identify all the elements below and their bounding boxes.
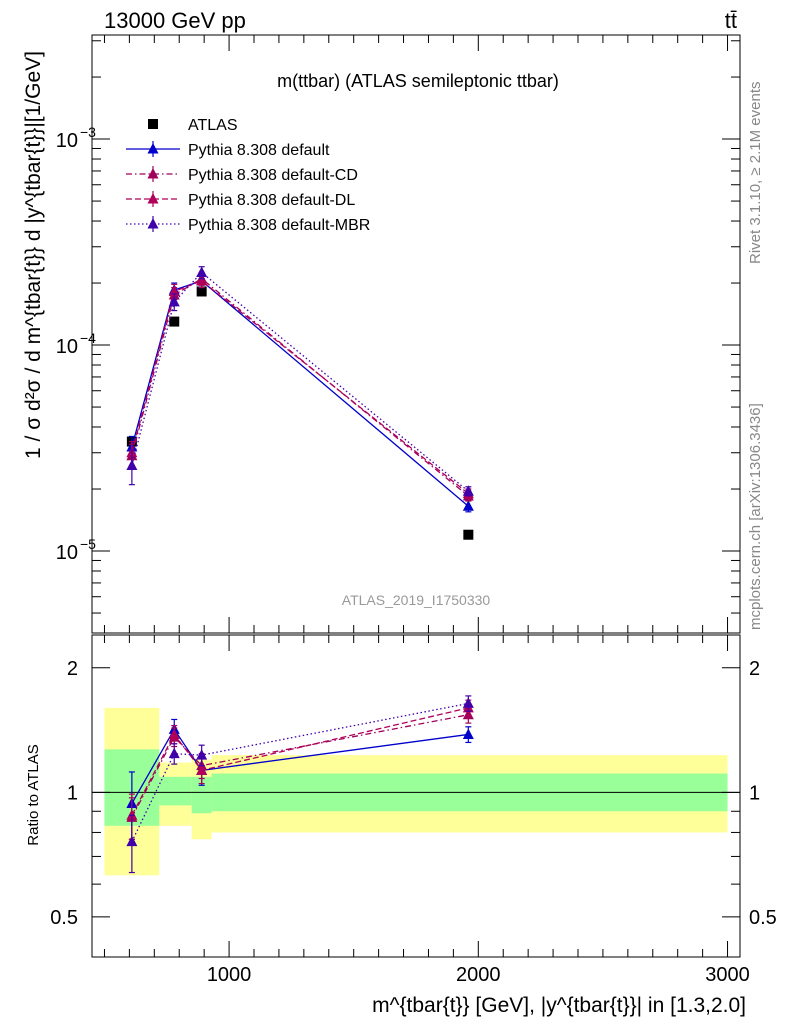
main-data-point [169,316,180,327]
ratio-data-point [168,747,180,759]
ratio-data-point [126,809,138,820]
main-y-tick-exponent: −3 [80,124,96,140]
mcplots-credit-label: mcplots.cern.ch [arXiv:1306.3436] [747,403,764,630]
main-data-point [196,274,208,286]
main-y-tick-label: 10 [56,336,78,358]
legend-marker [148,119,158,129]
ratio-data-point [462,728,474,739]
ratio-plot-series [126,695,474,874]
legend-marker [147,143,159,154]
ratio-data-point [196,764,208,775]
ratio-band-green-2 [191,776,212,814]
x-axis-label: m^{tbar{t}} [GeV], |y^{tbar{t}}| in [1.3… [372,994,746,1017]
collision-energy-label: 13000 GeV pp [104,8,246,33]
ratio-series-line-0 [131,728,469,804]
main-series-line-4 [131,271,469,492]
ratio-data-point [126,835,138,847]
ratio-band-green-1 [159,776,192,806]
legend-item: Pythia 8.308 default-DL [126,191,355,209]
main-data-point [196,286,207,297]
legend-label: Pythia 8.308 default [188,142,330,159]
ratio-y-tick-label-left: 2 [67,658,78,680]
main-y-axis-label: 1 / σ d²σ / d m^{tbar{t}} d |y^{tbar{t}}… [22,51,45,459]
main-series-line-1 [131,280,469,507]
main-y-tick-label: 10 [56,130,78,152]
chart-title: m(ttbar) (ATLAS semileptonic ttbar) [277,71,559,91]
main-series-line-2 [131,277,469,497]
main-series-1 [126,273,474,513]
ratio-y-tick-label-right: 2 [749,658,760,680]
ratio-series-line-3 [131,702,469,842]
main-data-point [462,485,474,496]
main-series-0 [126,286,474,540]
ratio-data-point [168,728,180,739]
main-data-point [196,266,208,277]
main-y-tick-exponent: −4 [80,330,96,346]
main-plot-frame [91,34,741,634]
ratio-y-axis-label: Ratio to ATLAS [25,744,42,845]
process-label: tt̄ [725,8,737,33]
legend-item: ATLAS [148,117,238,134]
x-tick-label: 3000 [705,964,750,986]
ratio-uncertainty-bands [92,707,740,876]
legend-item: Pythia 8.308 default-CD [126,166,358,184]
main-data-point [168,285,180,296]
legend-marker [147,218,159,229]
x-tick-label: 2000 [456,964,501,986]
main-plot-series [126,266,474,540]
ratio-y-tick-label-left: 0.5 [50,907,78,929]
legend-item: Pythia 8.308 default [126,141,330,159]
ratio-series-3 [126,695,474,874]
rivet-version-label: Rivet 3.1.10, ≥ 2.1M events [747,82,764,265]
legend-label: Pythia 8.308 default-MBR [188,217,370,234]
main-series-4 [126,266,474,497]
main-data-point [126,459,138,471]
ratio-data-point [462,697,474,708]
legend-label: Pythia 8.308 default-CD [188,167,358,184]
main-y-tick-exponent: −5 [80,536,96,552]
x-tick-label: 1000 [207,964,252,986]
legend-marker [147,168,159,179]
ratio-y-tick-label-right: 1 [749,782,760,804]
legend-label: Pythia 8.308 default-DL [188,192,355,209]
main-data-point [462,500,474,511]
main-series-line-3 [131,280,469,495]
ratio-y-tick-label-left: 1 [67,782,78,804]
legend: ATLAS Pythia 8.308 default Pythia 8.308 de… [126,117,370,234]
ratio-plot-frame [91,634,741,958]
main-y-tick-label: 10 [56,542,78,564]
legend-label: ATLAS [188,117,238,134]
main-data-point [168,295,180,307]
legend-item: Pythia 8.308 default-MBR [126,216,370,234]
ratio-y-tick-label-right: 0.5 [749,907,777,929]
ratio-series-line-2 [131,707,469,816]
main-data-point [463,529,474,540]
legend-marker [147,193,159,204]
main-series-3 [126,273,474,500]
ratio-data-point [196,749,208,760]
analysis-watermark: ATLAS_2019_I1750330 [342,592,491,608]
